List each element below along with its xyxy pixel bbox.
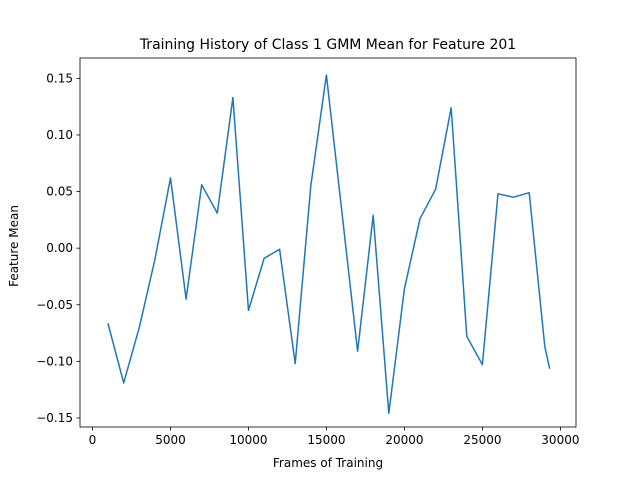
- y-tick-label: −0.05: [36, 298, 73, 312]
- y-tick-label: −0.15: [36, 411, 73, 425]
- x-tick-label: 10000: [229, 433, 267, 447]
- y-tick-label: −0.10: [36, 354, 73, 368]
- x-axis-title: Frames of Training: [273, 456, 383, 470]
- y-tick-label: 0.05: [46, 185, 73, 199]
- chart-title: Training History of Class 1 GMM Mean for…: [139, 37, 516, 53]
- x-tick-label: 0: [89, 433, 97, 447]
- axes-frame: [79, 57, 577, 428]
- x-tick-label: 30000: [541, 433, 579, 447]
- x-tick-label: 25000: [463, 433, 501, 447]
- plot-area: 0 5000 10000 15000 20000 25000 30000 −0.15 −0.10…: [36, 57, 579, 447]
- x-tick-label: 15000: [307, 433, 345, 447]
- y-tick-label: 0.15: [46, 71, 73, 85]
- y-axis-title: Feature Mean: [7, 205, 21, 287]
- series-line-0: [107, 74, 551, 415]
- x-tick-label: 20000: [385, 433, 423, 447]
- y-tick-label: 0.10: [46, 128, 73, 142]
- x-tick-label: 5000: [155, 433, 186, 447]
- y-tick-label: 0.00: [46, 241, 73, 255]
